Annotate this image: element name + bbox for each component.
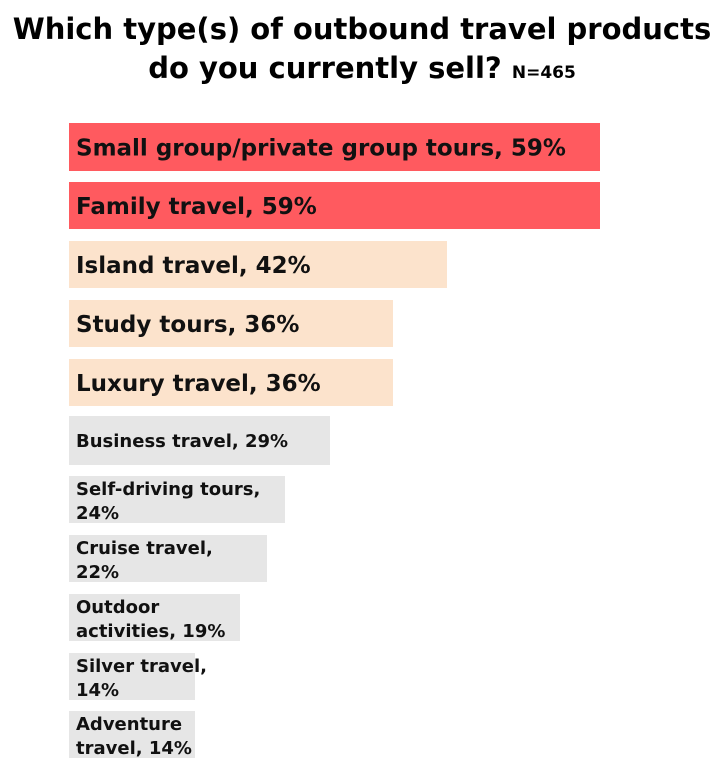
bar-business-travel xyxy=(69,416,330,465)
data-label-cruise-travel-line-2: 22% xyxy=(76,562,119,583)
data-label-study-tours: Study tours, 36% xyxy=(76,312,299,338)
data-label-study-tours-line-1: Study tours, 36% xyxy=(76,312,299,338)
data-label-cruise-travel-line-1: Cruise travel, xyxy=(76,538,213,559)
data-label-adventure-travel-line-2: travel, 14% xyxy=(76,738,192,759)
bar-family-travel xyxy=(69,182,600,229)
data-label-family-travel-line-1: Family travel, 59% xyxy=(76,194,317,220)
data-label-silver-travel-line-2: 14% xyxy=(76,680,119,701)
data-label-self-driving-tours-line-1: Self-driving tours, xyxy=(76,479,260,500)
data-label-adventure-travel: Adventure travel, 14% xyxy=(76,714,192,759)
data-label-cruise-travel: Cruise travel, 22% xyxy=(76,538,213,583)
chart-title: Which type(s) of outbound travel product… xyxy=(0,10,724,93)
data-label-adventure-travel-line-1: Adventure xyxy=(76,714,182,735)
bar-adventure-travel xyxy=(69,711,195,758)
bar-luxury-travel xyxy=(69,359,393,406)
bar-outdoor-activities xyxy=(69,594,240,641)
data-label-outdoor-activities: Outdoor activities, 19% xyxy=(76,597,225,642)
data-label-outdoor-activities-line-2: activities, 19% xyxy=(76,621,225,642)
bar-silver-travel xyxy=(69,653,195,700)
data-label-luxury-travel-line-1: Luxury travel, 36% xyxy=(76,371,321,397)
data-label-small-group-private-group-tours-line-1: Small group/private group tours, 59% xyxy=(76,135,566,161)
sample-size-label: N=465 xyxy=(511,63,576,83)
data-label-outdoor-activities-line-1: Outdoor xyxy=(76,597,159,618)
data-label-self-driving-tours-line-2: 24% xyxy=(76,503,119,524)
data-label-island-travel-line-1: Island travel, 42% xyxy=(76,253,311,279)
data-label-self-driving-tours: Self-driving tours, 24% xyxy=(76,479,260,524)
data-label-silver-travel-line-1: Silver travel, xyxy=(76,656,207,677)
data-label-business-travel: Business travel, 29% xyxy=(76,431,288,452)
data-label-silver-travel: Silver travel, 14% xyxy=(76,656,207,701)
bar-small-group-private-group-tours xyxy=(69,123,600,171)
bar-self-driving-tours xyxy=(69,476,285,523)
bar-study-tours xyxy=(69,300,393,347)
data-label-small-group-private-group-tours: Small group/private group tours, 59% xyxy=(76,135,566,161)
data-label-business-travel-line-1: Business travel, 29% xyxy=(76,431,288,452)
bar-cruise-travel xyxy=(69,535,267,582)
data-label-family-travel: Family travel, 59% xyxy=(76,194,317,220)
chart-title-line-1: Which type(s) of outbound travel product… xyxy=(12,12,712,46)
chart-title-line-2: do you currently sell? xyxy=(148,51,502,85)
data-label-luxury-travel: Luxury travel, 36% xyxy=(76,371,321,397)
data-label-island-travel: Island travel, 42% xyxy=(76,253,311,279)
bar-island-travel xyxy=(69,241,447,288)
